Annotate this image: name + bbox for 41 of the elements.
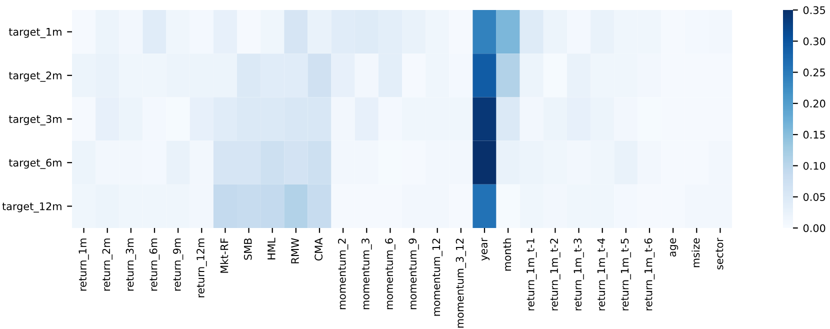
x-tick-label: return_1m_t-1 xyxy=(526,238,537,310)
y-tick-label: target_1m xyxy=(8,28,62,38)
x-tick-label: year xyxy=(482,238,490,261)
x-tick-label: return_1m_t-6 xyxy=(644,238,655,310)
x-tick-label: SMB xyxy=(244,238,252,260)
color-bar-label: 0.30 xyxy=(803,37,826,46)
color-bar-label: 0.00 xyxy=(803,224,826,232)
color-bar-label: 0.10 xyxy=(803,162,826,170)
x-tick-label: return_6m xyxy=(149,238,160,291)
x-tick-label: msize xyxy=(692,238,700,268)
x-tick-label: age xyxy=(670,238,678,257)
color-bar-label: 0.05 xyxy=(803,193,826,201)
x-tick-label: return_1m_t-3 xyxy=(574,238,584,310)
color-bar-label: 0.15 xyxy=(803,130,826,139)
x-tick-label: month xyxy=(503,238,512,271)
y-tick-label: target_12m xyxy=(2,202,62,213)
y-tick-label: target_3m xyxy=(8,115,62,126)
x-tick-label: momentum_12 xyxy=(432,238,442,316)
x-tick-label: return_1m_t-4 xyxy=(597,238,608,310)
x-tick-label: return_2m xyxy=(102,238,112,291)
x-tick-label: RMW xyxy=(291,238,299,264)
y-tick-label: target_6m xyxy=(8,158,62,169)
x-tick-label: return_12m xyxy=(196,238,207,298)
color-bar-label: 0.35 xyxy=(803,6,826,14)
x-tick-label: momentum_2 xyxy=(338,238,348,310)
color-bar-label: 0.20 xyxy=(803,100,826,108)
x-tick-label: sector xyxy=(716,238,724,270)
x-tick-label: momentum_3_12 xyxy=(456,238,466,328)
y-tick-label: target_2m xyxy=(8,72,62,82)
x-tick-label: return_1m_t-2 xyxy=(550,238,560,310)
x-tick-label: CMA xyxy=(314,238,323,261)
x-tick-label: HML xyxy=(268,238,276,260)
color-bar-label: 0.25 xyxy=(803,68,826,76)
x-tick-label: Mkt-RF xyxy=(220,238,228,273)
x-tick-label: return_9m xyxy=(172,238,184,291)
x-tick-label: momentum_6 xyxy=(385,238,396,310)
x-tick-label: momentum_3 xyxy=(362,238,372,310)
x-tick-label: return_1m xyxy=(78,238,89,291)
x-tick-label: return_1m_t-5 xyxy=(620,238,631,310)
x-tick-label: momentum_9 xyxy=(408,238,419,310)
x-tick-label: return_3m xyxy=(126,238,136,291)
